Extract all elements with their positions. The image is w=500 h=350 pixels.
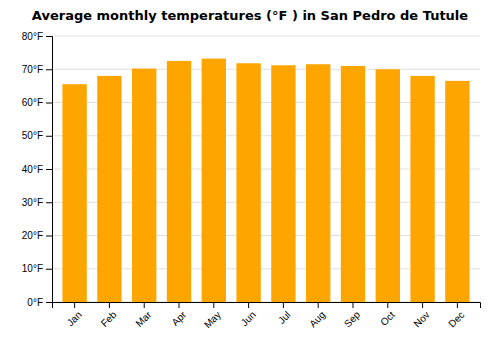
x-tick-mark (179, 302, 180, 308)
x-tick-label: Jun (239, 309, 258, 328)
x-tick-label: Oct (378, 309, 397, 328)
bar (376, 69, 400, 302)
bar (202, 59, 226, 302)
x-tick: Jan (65, 302, 84, 328)
y-tick-mark (46, 103, 52, 104)
bars (62, 59, 469, 302)
y-tick-mark (46, 169, 52, 170)
x-tick-mark (248, 302, 249, 308)
y-tick-label: 0°F (27, 297, 43, 308)
y-tick-mark (46, 36, 52, 37)
x-tick: Nov (411, 302, 431, 329)
bar (445, 81, 469, 302)
plot: 0°F 10°F 20°F 30°F 40°F 50°F 60°F 70°F 80°F Jan Fe… (22, 31, 481, 331)
grid (52, 36, 480, 302)
y-tick-label: 50°F (22, 130, 43, 141)
y-tick-mark (46, 69, 52, 70)
x-tick: Mar (133, 302, 153, 329)
chart: Average monthly temperatures (°F ) in Sa… (0, 0, 500, 350)
x-tick: May (202, 302, 223, 330)
x-tick: Apr (169, 302, 188, 328)
x-tick-label: Aug (307, 309, 327, 329)
grid-line (52, 69, 480, 70)
bar (410, 76, 434, 302)
y-tick-label: 20°F (22, 230, 43, 241)
x-tick-label: Dec (446, 309, 466, 329)
y-tick-label: 40°F (22, 164, 43, 175)
x-tick: Feb (99, 302, 119, 329)
title: Average monthly temperatures (°F ) in Sa… (32, 8, 468, 23)
x-tick-label: Sep (342, 309, 363, 330)
x-tick-mark (283, 302, 284, 308)
x-tick: Dec (446, 302, 466, 329)
y-tick-label: 80°F (22, 31, 43, 42)
y-tick-label: 60°F (22, 97, 43, 108)
x-tick-mark (422, 302, 423, 308)
y-tick: 10°F (22, 263, 52, 274)
x-tick: Oct (378, 302, 397, 328)
x-tick-mark (318, 302, 319, 308)
y-tick: 30°F (22, 197, 52, 208)
x-tick-mark (387, 302, 388, 308)
x-tick-label: Nov (411, 309, 431, 329)
bar (341, 66, 365, 302)
x-tick: Jul (276, 302, 293, 326)
y-tick-mark (46, 202, 52, 203)
y-tick-mark (46, 269, 52, 270)
x-tick-mark (457, 302, 458, 308)
x-tick-label: Feb (99, 309, 119, 329)
y-tick-mark (46, 236, 52, 237)
x-tick-label: Jul (276, 309, 293, 326)
x-tick: Sep (342, 302, 363, 329)
x-axis: Jan Feb Mar Apr May Jun Jul Aug Sep Oct Nov Dec (53, 302, 481, 330)
x-tick-label: Jan (65, 309, 84, 328)
bar (97, 76, 121, 302)
y-tick: 50°F (22, 130, 52, 141)
y-axis-line (46, 37, 53, 303)
x-tick-mark (74, 302, 75, 308)
x-tick: Aug (307, 302, 327, 329)
bar (167, 61, 191, 302)
y-tick: 0°F (27, 297, 52, 308)
y-tick: 40°F (22, 164, 52, 175)
x-tick-mark (213, 302, 214, 308)
grid-line (52, 36, 480, 37)
x-tick-mark (109, 302, 110, 308)
y-tick: 70°F (22, 64, 52, 75)
y-tick: 60°F (22, 97, 52, 108)
x-tick-label: Apr (169, 309, 188, 328)
bar (271, 65, 295, 302)
x-tick: Jun (239, 302, 258, 328)
x-tick-mark (352, 302, 353, 308)
bar (132, 69, 156, 302)
y-tick: 20°F (22, 230, 52, 241)
y-tick-label: 10°F (22, 263, 43, 274)
y-tick-label: 30°F (22, 197, 43, 208)
y-tick-mark (46, 136, 52, 137)
bar (236, 63, 260, 302)
x-tick-label: May (202, 309, 223, 330)
y-tick-label: 70°F (22, 64, 43, 75)
y-tick-mark (46, 302, 52, 303)
x-axis-line (53, 303, 481, 309)
bar (306, 64, 330, 302)
y-axis: 0°F 10°F 20°F 30°F 40°F 50°F 60°F 70°F 80°F (22, 31, 53, 308)
y-tick: 80°F (22, 31, 52, 42)
x-tick-label: Mar (133, 309, 153, 329)
x-tick-mark (144, 302, 145, 308)
bar (62, 84, 86, 302)
